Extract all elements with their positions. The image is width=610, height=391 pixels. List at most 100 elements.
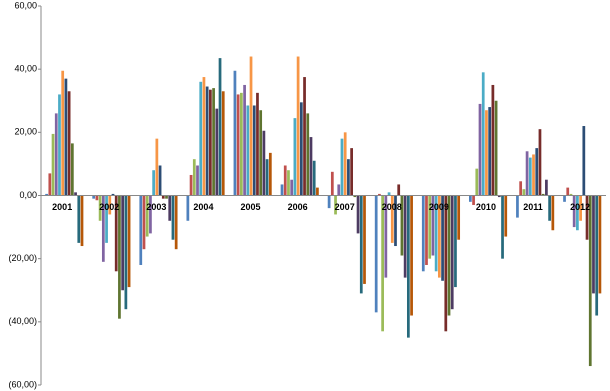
bar <box>61 70 65 196</box>
bar <box>92 195 96 199</box>
bar <box>387 192 391 196</box>
bar <box>532 154 535 196</box>
bar <box>457 195 461 240</box>
y-tick-label: 60,00 <box>14 0 37 10</box>
bar <box>350 148 353 196</box>
y-tick-label: (60,00) <box>8 379 37 389</box>
bar <box>551 195 555 231</box>
bar <box>121 195 125 291</box>
bar <box>528 157 532 196</box>
bar <box>51 133 55 196</box>
x-tick-label: 2005 <box>241 202 261 212</box>
bar <box>139 195 143 265</box>
bar <box>165 195 168 199</box>
bar <box>48 173 52 196</box>
bar <box>145 195 149 237</box>
bar <box>290 179 294 196</box>
bar <box>118 195 121 319</box>
bar <box>293 118 297 196</box>
bar <box>256 92 259 196</box>
bar <box>374 195 378 313</box>
bar <box>205 86 209 196</box>
bar <box>243 84 246 196</box>
bar <box>98 195 102 221</box>
bar <box>478 103 482 196</box>
bar <box>168 195 172 221</box>
bar <box>95 195 99 201</box>
bar <box>390 195 394 243</box>
bar <box>519 181 523 196</box>
bar <box>246 105 250 196</box>
bar <box>384 195 388 278</box>
bar <box>312 160 316 196</box>
bar <box>481 72 485 196</box>
bar <box>353 195 357 198</box>
bar <box>516 195 519 218</box>
bar <box>233 70 237 196</box>
bar <box>585 195 589 240</box>
bar <box>485 110 488 196</box>
y-tick-label: 0,00 <box>19 190 37 200</box>
bar <box>80 195 84 247</box>
x-tick-label: 2010 <box>476 202 496 212</box>
bar <box>127 195 131 288</box>
bar <box>186 195 190 221</box>
bar <box>114 195 118 272</box>
bar <box>212 88 215 196</box>
bar <box>356 195 360 234</box>
x-tick-label: 2009 <box>429 202 449 212</box>
x-tick-label: 2006 <box>288 202 308 212</box>
bar <box>397 184 401 196</box>
bar <box>425 195 428 265</box>
bar <box>192 159 196 196</box>
bar <box>494 100 498 196</box>
bar <box>410 195 413 316</box>
bar <box>268 152 272 196</box>
bar <box>579 195 582 221</box>
bar <box>316 187 319 196</box>
bar <box>265 159 269 196</box>
bar <box>189 174 193 196</box>
y-tick-label: (40,00) <box>8 316 37 326</box>
bar <box>340 138 344 196</box>
bar <box>262 130 266 196</box>
bar <box>504 195 508 237</box>
bar <box>77 195 81 243</box>
bar <box>105 195 108 243</box>
bar <box>67 91 71 196</box>
bar <box>149 195 152 234</box>
bar <box>306 113 310 196</box>
bar <box>468 195 472 202</box>
bar <box>538 129 542 196</box>
bar <box>535 148 539 196</box>
bar <box>363 195 366 284</box>
bar <box>475 168 479 196</box>
bar <box>428 195 432 259</box>
bar <box>403 195 407 278</box>
bar <box>296 56 300 196</box>
bar <box>525 151 529 196</box>
bar <box>287 170 290 196</box>
bar <box>54 113 58 196</box>
bar <box>74 192 77 196</box>
bar <box>437 195 441 278</box>
y-tick-label: (20,00) <box>8 253 37 263</box>
x-tick-label: 2007 <box>335 202 355 212</box>
bar <box>152 170 156 196</box>
bar <box>566 187 570 196</box>
bar <box>472 195 475 205</box>
bar <box>381 195 384 332</box>
x-tick-label: 2002 <box>99 202 119 212</box>
x-tick-label: 2003 <box>146 202 166 212</box>
bar <box>576 195 579 231</box>
bar <box>124 195 128 310</box>
bar <box>359 195 363 294</box>
bar <box>431 195 435 256</box>
bar <box>240 92 243 196</box>
bar <box>283 165 287 196</box>
bar <box>501 195 504 259</box>
bar <box>155 138 159 196</box>
bar <box>347 159 350 196</box>
bar <box>444 195 448 332</box>
